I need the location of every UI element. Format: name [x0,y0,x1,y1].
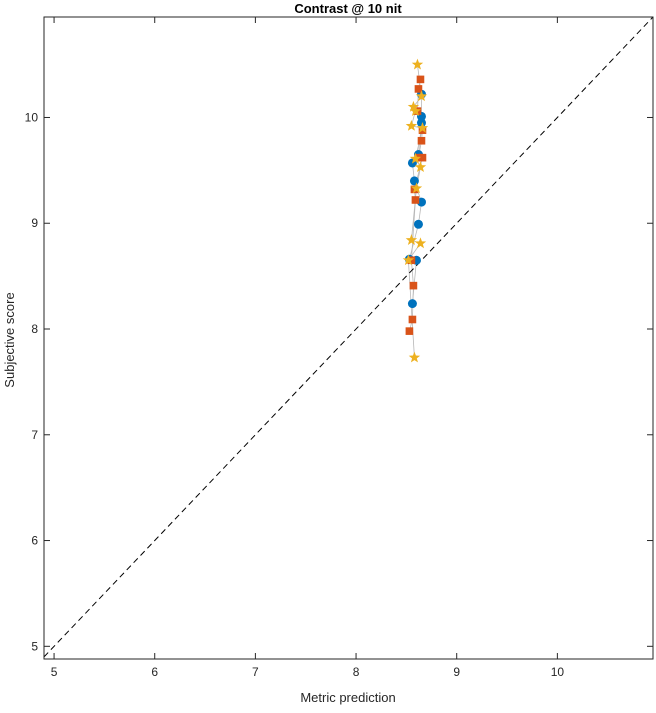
y-tick-label: 8 [31,322,38,336]
square-marker [405,327,414,335]
square-marker [408,315,417,324]
star-marker [411,58,424,70]
y-tick-label: 6 [31,534,38,548]
y-tick-label: 5 [31,639,38,653]
y-tick-label: 9 [31,216,38,230]
circle-marker [416,118,426,128]
plot-frame [43,16,654,660]
square-marker [417,136,426,145]
identity-reference-line [43,16,654,658]
star-marker [410,182,423,194]
y-tick-label: 10 [25,110,39,124]
circle-marker [409,176,419,186]
star-marker [407,100,420,112]
axis-ticks: 5 6 7 8 9 10 5 6 7 8 9 10 [25,17,653,679]
connector-line [411,260,414,286]
data-markers [402,58,429,363]
connector-line [407,260,415,358]
x-tick-label: 5 [51,665,58,679]
x-axis-label: Metric prediction [300,690,395,705]
star-marker [405,119,418,131]
star-marker [408,351,421,363]
star-marker [409,152,422,164]
square-marker [416,75,425,84]
square-marker [411,196,420,204]
y-axis-label: Subjective score [2,292,17,387]
star-marker [402,254,415,266]
star-marker [416,122,429,133]
square-marker [414,85,423,93]
y-tick-label: 7 [31,428,38,442]
x-tick-label: 7 [252,665,259,679]
x-tick-label: 6 [151,665,158,679]
star-marker [414,161,427,173]
star-marker [414,237,427,249]
circle-marker [413,219,423,229]
x-tick-label: 10 [551,665,565,679]
star-marker [415,90,428,102]
circle-marker [407,299,417,309]
connector-line [411,199,416,261]
x-tick-label: 9 [453,665,460,679]
square-marker [418,153,427,162]
x-tick-label: 8 [353,665,360,679]
star-marker [409,105,422,116]
square-marker [409,281,418,290]
chart-title: Contrast @ 10 nit [294,1,402,16]
star-marker [405,234,418,246]
